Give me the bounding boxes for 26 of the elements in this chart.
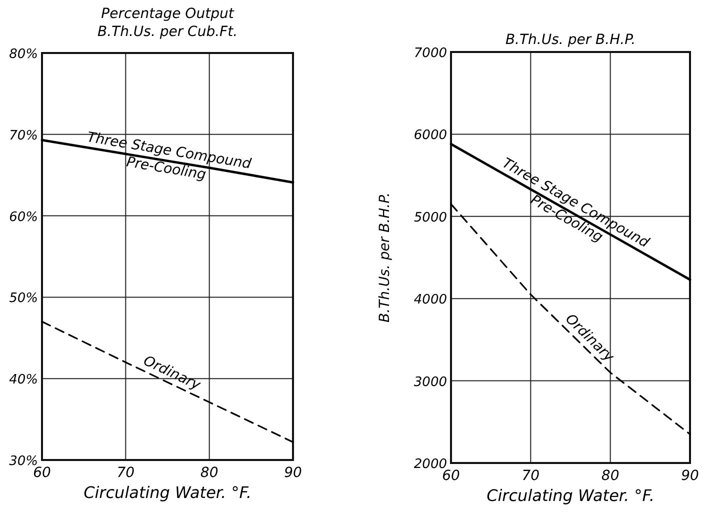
y-tick-label: 6000	[414, 128, 447, 144]
y-axis-title: B.Th.Us. per B.H.P.	[377, 192, 393, 323]
x-axis-title: Circulating Water. °F.	[486, 486, 654, 505]
y-tick-label: 50%	[9, 291, 38, 306]
x-tick-label: 60	[33, 465, 51, 481]
x-tick-label: 70	[522, 468, 540, 484]
x-tick-label: 80	[601, 468, 620, 484]
x-tick-label: 70	[116, 465, 135, 481]
y-tick-label: 80%	[9, 47, 38, 62]
x-tick-label: 80	[200, 465, 218, 481]
y-tick-label: 70%	[9, 128, 38, 144]
chart-subtitle: B.Th.Us. per Cub.Ft.	[97, 24, 238, 40]
y-tick-label: 4000	[414, 292, 447, 308]
line-series	[450, 142, 692, 281]
x-tick-label: 90	[681, 468, 699, 484]
y-tick-label: 5000	[414, 210, 447, 226]
y-tick-label: 40%	[9, 372, 38, 388]
line-series	[41, 320, 294, 443]
chart-title: Percentage Output	[101, 6, 234, 22]
x-axis-title: Circulating Water. °F.	[84, 483, 252, 502]
chart-title: B.Th.Us. per B.H.P.	[505, 32, 636, 48]
y-tick-label: 60%	[9, 210, 38, 225]
y-tick-label: 3000	[414, 374, 447, 390]
x-tick-label: 90	[284, 465, 302, 481]
x-tick-label: 60	[442, 468, 460, 484]
y-tick-label: 7000	[414, 46, 447, 61]
